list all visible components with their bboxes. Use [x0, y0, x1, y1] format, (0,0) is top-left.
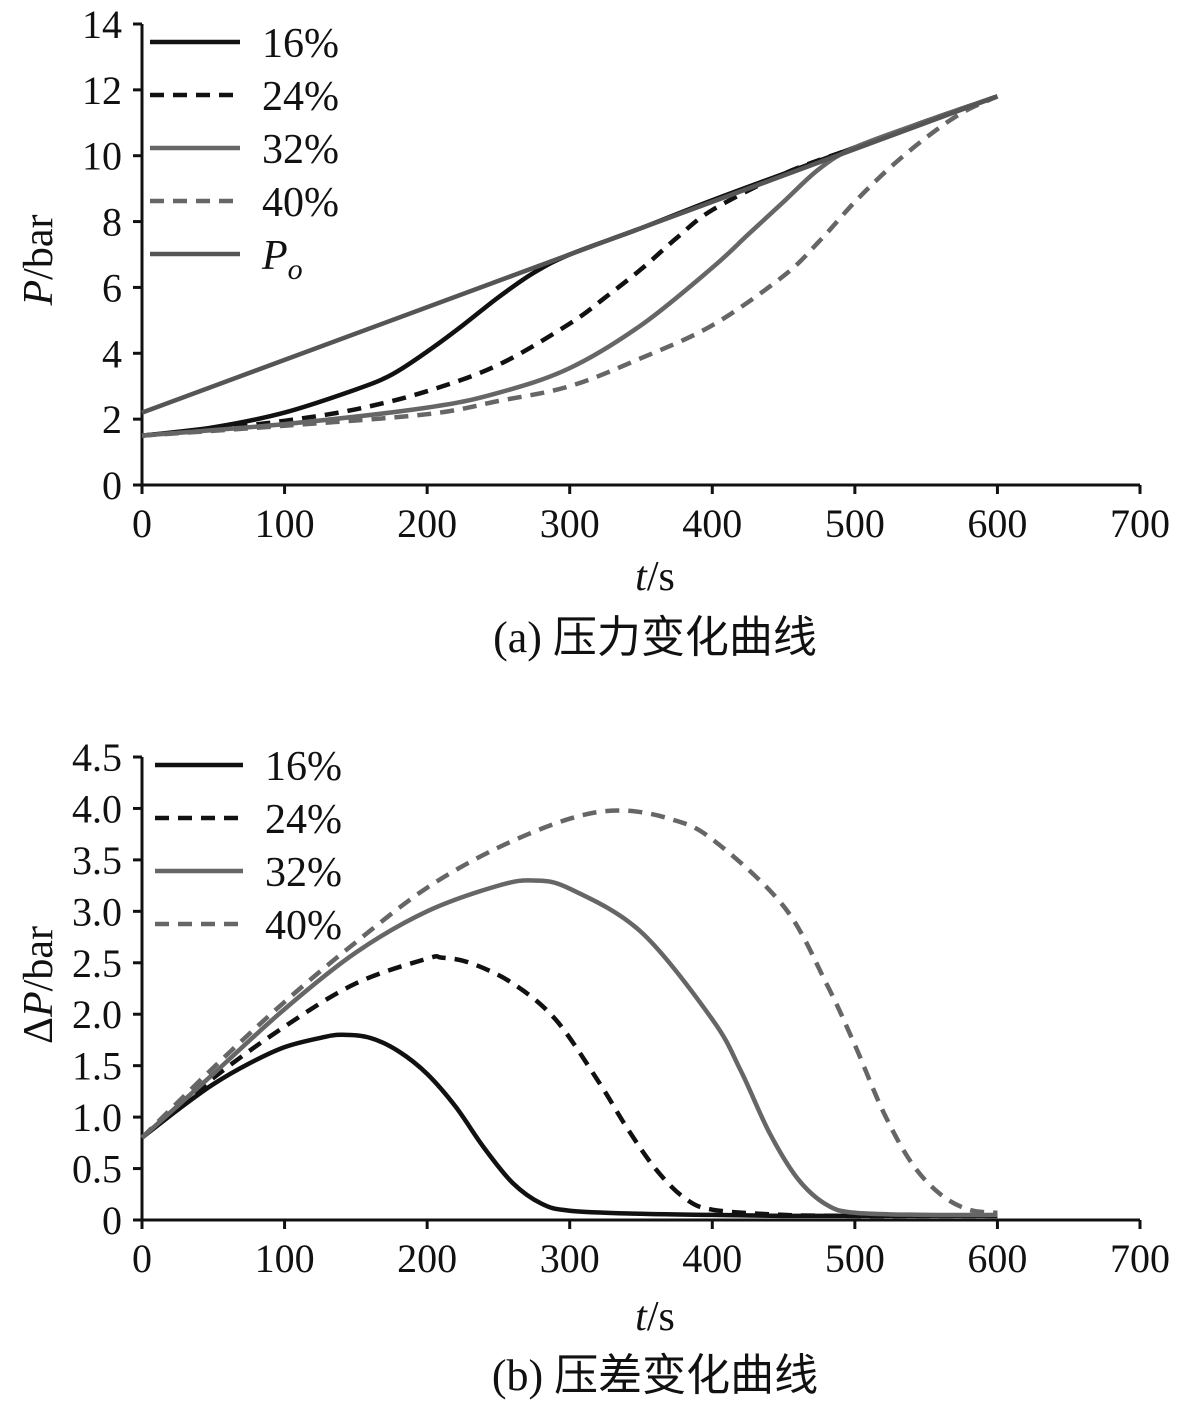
x-tick-label: 200 [397, 1236, 457, 1281]
y-tick-label: 6 [102, 265, 122, 310]
y-tick-label: 0.5 [72, 1147, 122, 1192]
x-tick-label: 0 [132, 501, 152, 546]
y-tick-label: 8 [102, 200, 122, 245]
y-tick-label: 12 [82, 68, 122, 113]
x-tick-label: 300 [540, 1236, 600, 1281]
legend-label: 32% [265, 850, 342, 896]
panel-a-y-axis-label: P/bar [16, 215, 62, 307]
y-tick-label: 4.5 [72, 735, 122, 780]
panel-a-series [141, 94, 999, 438]
y-tick-label: 4.0 [72, 786, 122, 831]
panel-b-series [140, 808, 998, 1219]
panel-a-caption: (a) 压力变化曲线 [493, 613, 817, 662]
legend-label: 32% [262, 127, 339, 173]
series-line-24pct [140, 954, 998, 1219]
panel-a-pressure-chart: 0 100 200 300 400 500 600 700 0 2 4 6 8 10 12 14 16% 24%… [16, 2, 1170, 662]
x-tick-label: 600 [967, 1236, 1027, 1281]
y-tick-label: 2.0 [72, 992, 122, 1037]
series-line-16pct [140, 1032, 998, 1219]
panel-b-x-axis-label: t/s [635, 1294, 675, 1340]
legend-label: 16% [262, 21, 339, 67]
x-tick-label: 500 [825, 1236, 885, 1281]
y-tick-label: 0 [102, 463, 122, 508]
y-tick-label: 4 [102, 331, 122, 376]
x-tick-label: 100 [255, 1236, 315, 1281]
x-tick-label: 100 [255, 501, 315, 546]
panel-b-y-axis-label: ΔP/bar [16, 926, 62, 1044]
legend-label: 40% [265, 903, 342, 949]
x-tick-label: 200 [397, 501, 457, 546]
x-tick-label: 700 [1110, 1236, 1170, 1281]
y-tick-label: 2 [102, 397, 122, 442]
panel-b-pressure-difference-chart: 0 100 200 300 400 500 600 70000.51.01.52.02.53.… [16, 735, 1170, 1400]
legend-label: 24% [265, 797, 342, 843]
y-tick-label: 3.5 [72, 838, 122, 883]
panel-b-caption: (b) 压差变化曲线 [492, 1351, 818, 1400]
panel-a-legend: 16% 24% 32% 40% Po [150, 21, 339, 286]
legend-label: 16% [265, 744, 342, 790]
y-tick-label: 0 [102, 1198, 122, 1243]
y-tick-label: 1.5 [72, 1044, 122, 1089]
y-tick-label: 10 [82, 134, 122, 179]
y-tick-label: 3.0 [72, 889, 122, 934]
x-tick-label: 400 [682, 1236, 742, 1281]
x-tick-label: 0 [132, 1236, 152, 1281]
series-line-40pct [141, 94, 999, 438]
x-tick-label: 500 [825, 501, 885, 546]
series-line-40pct [140, 808, 998, 1216]
legend-label: 40% [262, 180, 339, 226]
panel-a-x-axis-label: t/s [635, 554, 675, 600]
x-tick-label: 600 [967, 501, 1027, 546]
panel-b-axes: 0 100 200 300 400 500 600 70000.51.01.52.02.53.… [72, 735, 1170, 1281]
series-line-32pct [140, 878, 998, 1218]
series-line-po [141, 94, 999, 415]
legend-label: Po [261, 233, 303, 286]
panel-b-legend: 16% 24% 32% 40% [155, 744, 342, 949]
y-tick-label: 14 [82, 2, 122, 47]
x-tick-label: 300 [540, 501, 600, 546]
legend-label: 24% [262, 74, 339, 120]
panel-a-axes: 0 100 200 300 400 500 600 700 0 2 4 6 8 10 12 14 [82, 2, 1170, 546]
y-tick-label: 1.0 [72, 1095, 122, 1140]
x-tick-label: 400 [682, 501, 742, 546]
x-tick-label: 700 [1110, 501, 1170, 546]
y-tick-label: 2.5 [72, 941, 122, 986]
